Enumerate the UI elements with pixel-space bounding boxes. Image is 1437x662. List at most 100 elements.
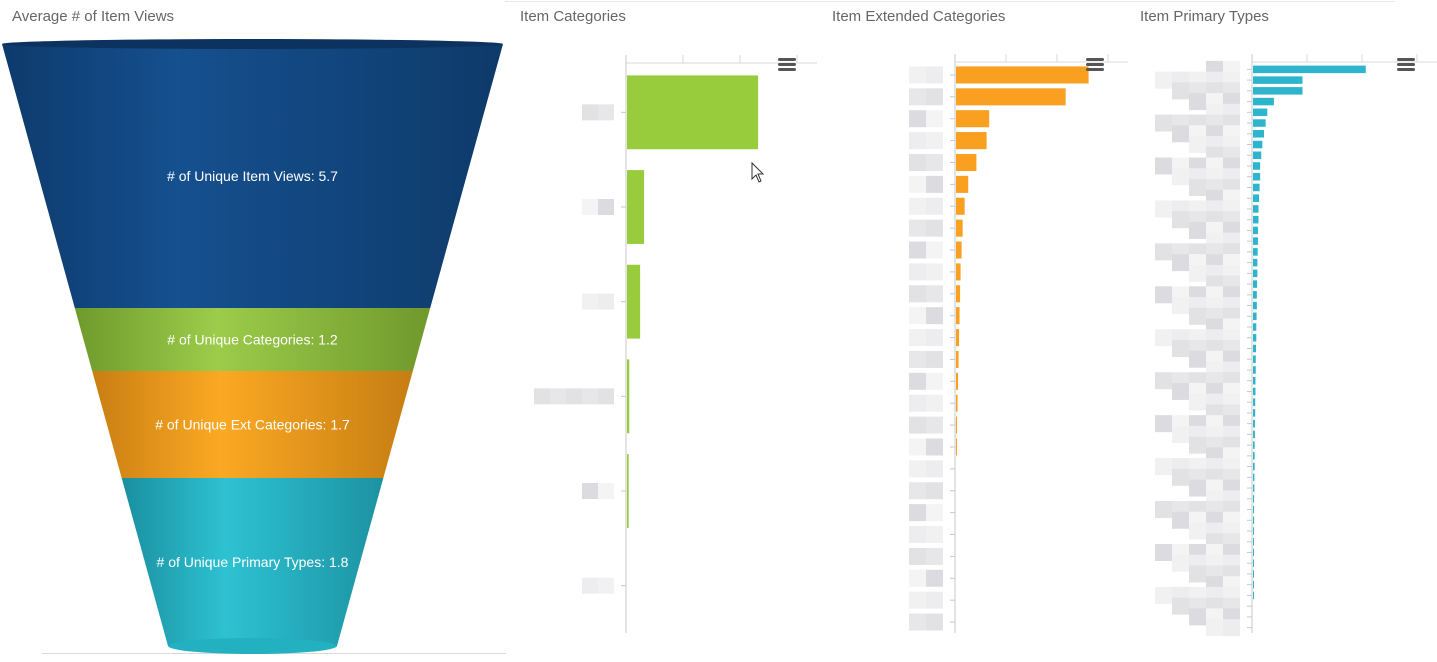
primary-type-bar[interactable] [1253,323,1257,331]
primary-type-bar[interactable] [1253,548,1254,557]
primary-type-bar[interactable] [1253,312,1257,321]
primary-type-bar[interactable] [1253,505,1255,514]
primary-type-bar[interactable] [1253,398,1256,406]
ext-category-bar[interactable] [956,285,961,303]
primary-type-bar[interactable] [1253,355,1256,363]
primary-type-bar[interactable] [1253,130,1264,138]
primary-type-bar[interactable] [1253,516,1255,525]
primary-type-bar[interactable] [1253,237,1258,245]
primary-type-bar[interactable] [1253,280,1258,288]
primary-type-bar[interactable] [1253,226,1258,235]
item-category-bar[interactable] [627,170,645,244]
redacted-label-block [926,88,943,106]
primary-type-bar[interactable] [1253,162,1261,170]
primary-type-bar[interactable] [1253,108,1268,117]
item-category-bar[interactable] [627,264,641,339]
primary-type-bar[interactable] [1253,76,1303,84]
funnel-chart: # of Unique Item Views: 5.7 # of Unique C… [2,39,503,654]
funnel-top-rim [2,39,503,49]
redacted-label-block [1155,543,1172,561]
primary-type-bar[interactable] [1253,183,1260,192]
ext-category-bar[interactable] [956,66,1089,84]
ext-category-bar[interactable] [956,350,959,368]
redacted-label-block [1189,565,1206,583]
ext-category-bar[interactable] [956,153,977,172]
primary-types-title: Item Primary Types [1140,8,1269,25]
funnel-segment-primary-types[interactable] [121,478,384,646]
redacted-label-block [1155,501,1172,519]
ext-category-bar[interactable] [956,416,958,434]
item-category-bar[interactable] [627,75,759,150]
ext-category-bar[interactable] [956,241,962,259]
redacted-label-block [909,569,926,587]
primary-type-bar[interactable] [1253,205,1259,213]
primary-type-bar[interactable] [1253,462,1255,471]
ext-category-bar[interactable] [956,132,987,150]
primary-type-bar[interactable] [1253,376,1256,385]
primary-type-bar[interactable] [1253,119,1266,127]
ext-category-bar[interactable] [956,438,958,456]
ext-category-bar[interactable] [956,88,1066,106]
redacted-label-block [926,416,943,434]
primary-type-bar[interactable] [1253,301,1257,310]
primary-type-bar[interactable] [1253,559,1254,567]
primary-type-bar[interactable] [1253,151,1262,160]
redacted-label-block [582,577,598,594]
redacted-label-block [1155,114,1172,132]
ext-category-bar[interactable] [956,329,960,347]
redacted-label-block [909,350,926,368]
item-category-bar[interactable] [627,359,630,434]
item-categories-menu-icon[interactable] [778,58,796,71]
primary-type-bar[interactable] [1253,87,1303,95]
ext-category-bar[interactable] [956,372,959,390]
primary-type-bar[interactable] [1253,473,1255,482]
redacted-label-block [926,438,943,456]
primary-type-bar[interactable] [1253,591,1254,600]
funnel-segment-ext-categories[interactable] [92,371,413,478]
primary-type-bar[interactable] [1253,527,1254,535]
primary-type-bar[interactable] [1253,194,1260,202]
primary-type-bar[interactable] [1253,484,1255,492]
primary-type-bar[interactable] [1253,269,1258,278]
redacted-label-block [1172,425,1189,443]
primary-type-bar[interactable] [1253,172,1261,181]
primary-type-bar[interactable] [1253,291,1257,299]
ext-category-bar[interactable] [956,394,958,412]
primary-type-bar[interactable] [1253,419,1255,428]
ext-category-bar[interactable] [956,307,960,325]
redacted-label-block [926,263,943,281]
primary-type-bar[interactable] [1253,258,1258,267]
primary-type-bar[interactable] [1253,409,1256,417]
funnel-segment-categories[interactable] [74,308,431,371]
redacted-label-block [909,219,926,237]
primary-type-bar[interactable] [1253,248,1258,256]
item-category-bar[interactable] [627,454,629,528]
primary-type-bar[interactable] [1253,452,1255,460]
primary-type-bar[interactable] [1253,366,1256,374]
primary-type-bar[interactable] [1253,580,1254,589]
ext-category-bar[interactable] [956,197,965,215]
ext-category-bar[interactable] [956,263,961,281]
primary-type-bar[interactable] [1253,495,1255,503]
redacted-label-block [1172,168,1189,186]
primary-type-bar[interactable] [1253,97,1274,106]
funnel-segment-item-views[interactable] [2,44,503,308]
primary-type-bar[interactable] [1253,215,1259,224]
primary-type-bar[interactable] [1253,65,1366,74]
primary-type-bar[interactable] [1253,441,1255,449]
ext-categories-menu-icon[interactable] [1086,58,1104,71]
primary-type-bar[interactable] [1253,344,1257,353]
ext-category-bar[interactable] [956,110,990,128]
redacted-label-block [598,199,614,215]
ext-category-bar[interactable] [956,219,963,237]
redacted-label-block [1189,264,1206,282]
primary-types-menu-icon[interactable] [1397,58,1415,71]
redacted-label-block [1172,82,1189,100]
primary-type-bar[interactable] [1253,537,1254,546]
primary-type-bar[interactable] [1253,570,1254,578]
primary-type-bar[interactable] [1253,140,1263,149]
ext-category-bar[interactable] [956,175,969,193]
primary-type-bar[interactable] [1253,430,1255,439]
primary-type-bar[interactable] [1253,334,1257,342]
primary-type-bar[interactable] [1253,387,1256,396]
